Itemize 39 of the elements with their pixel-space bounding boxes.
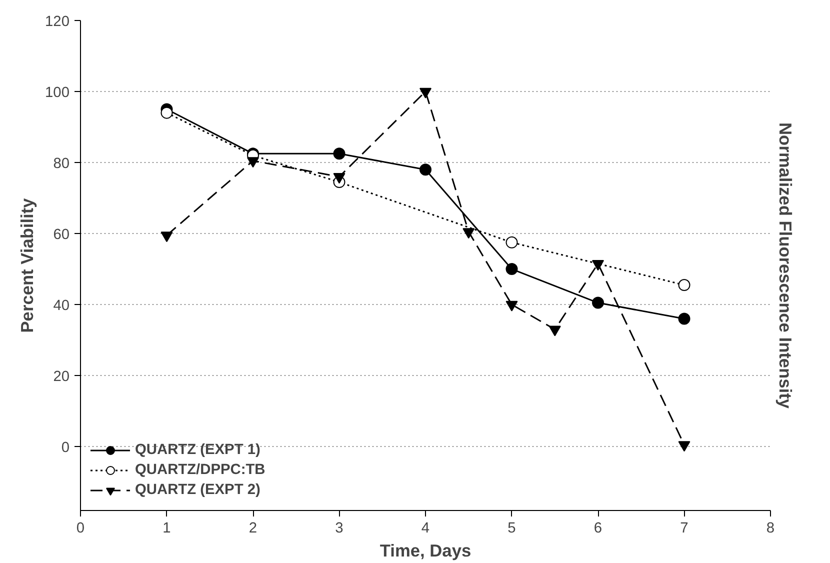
legend-label: QUARTZ (EXPT 1) — [135, 442, 260, 458]
point — [420, 88, 432, 98]
legend-label: QUARTZ/DPPC:TB — [135, 462, 266, 478]
point — [160, 106, 173, 119]
point — [592, 296, 604, 309]
y-tick-label: 20 — [53, 369, 70, 386]
x-tick-label: 7 — [680, 520, 688, 536]
y-tick-label: 80 — [53, 156, 70, 172]
point — [420, 164, 432, 176]
y2-axis-title: Normalized Fluorescence Intensity — [776, 122, 796, 409]
point — [333, 173, 346, 184]
point — [462, 228, 475, 239]
point — [678, 279, 690, 292]
point — [678, 312, 690, 325]
y-axis-title: Percent Viability — [17, 198, 38, 333]
y-tick-label: 60 — [53, 227, 70, 244]
point — [247, 157, 259, 168]
point — [333, 148, 346, 160]
x-tick-label: 3 — [335, 520, 344, 536]
point — [548, 326, 561, 336]
legend-label: QUARTZ (EXPT 2) — [135, 482, 260, 498]
x-tick-label: 5 — [508, 520, 516, 536]
point — [678, 441, 690, 452]
y-tick-label: 0 — [61, 440, 70, 456]
y-tick-label: 100 — [45, 85, 70, 102]
point — [160, 232, 173, 242]
x-tick-label: 0 — [76, 520, 85, 536]
point — [506, 300, 518, 312]
x-tick-label: 1 — [162, 520, 171, 536]
y-tick-label: 40 — [53, 298, 70, 314]
y-tick-label: 120 — [45, 14, 70, 30]
point — [506, 263, 518, 276]
point — [506, 236, 518, 248]
x-tick-label: 8 — [766, 520, 775, 536]
x-tick-label: 6 — [594, 520, 602, 536]
x-tick-label: 2 — [248, 520, 258, 536]
x-axis-title: Time, Days — [380, 540, 472, 560]
x-tick-label: 4 — [421, 520, 430, 536]
point — [592, 260, 604, 271]
